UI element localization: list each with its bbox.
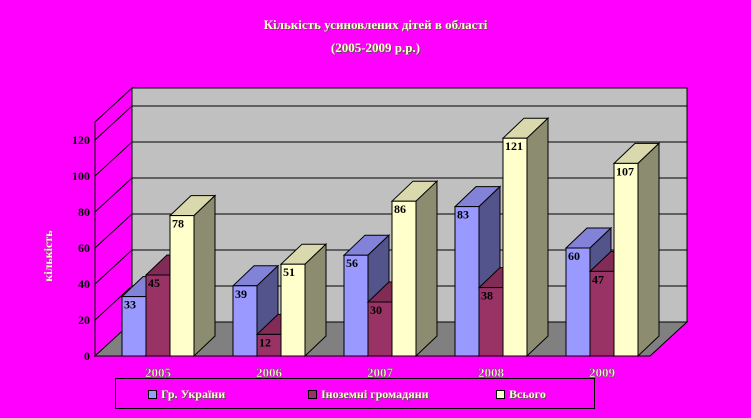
- bar: [613, 162, 639, 357]
- legend-item-foreign: Іноземні громадяни: [308, 387, 429, 402]
- bar: [565, 247, 591, 357]
- bar-side: [637, 142, 660, 358]
- y-tick-label: 80: [78, 205, 90, 219]
- x-tick-label: 2009: [589, 365, 616, 380]
- data-label: 38: [481, 289, 493, 303]
- gridline: [94, 249, 687, 285]
- gridline: [94, 177, 687, 213]
- bar: [145, 274, 171, 357]
- bar: [280, 263, 306, 357]
- legend-swatch-ukraine: [148, 390, 157, 399]
- data-label: 12: [259, 335, 271, 349]
- data-label: 60: [568, 249, 580, 263]
- legend-swatch-foreign: [308, 390, 317, 399]
- bar: [454, 206, 480, 357]
- y-axis-label: кількість: [41, 230, 55, 282]
- data-label: 33: [124, 298, 136, 312]
- legend-label-foreign: Іноземні громадяни: [321, 387, 429, 401]
- data-label: 39: [235, 287, 247, 301]
- data-label: 51: [283, 265, 295, 279]
- gridline: [94, 105, 687, 141]
- legend-label-ukraine: Гр. України: [161, 387, 226, 401]
- chart-subtitle: (2005-2009 р.р.): [330, 40, 421, 55]
- bar: [391, 200, 417, 357]
- bar-side: [526, 117, 549, 358]
- gridline: [94, 141, 687, 177]
- y-tick-label: 120: [72, 133, 90, 147]
- bar: [169, 215, 195, 357]
- bar: [232, 285, 258, 357]
- data-label: 121: [505, 139, 523, 153]
- x-tick-label: 2006: [256, 365, 283, 380]
- chart-title: Кількість усиновлених дітей в області: [263, 17, 488, 32]
- legend-label-total: Всього: [509, 387, 546, 401]
- data-label: 107: [616, 164, 634, 178]
- data-label: 78: [172, 217, 184, 231]
- bar: [343, 254, 369, 357]
- x-tick-label: 2005: [145, 365, 172, 380]
- bar: [478, 287, 504, 357]
- chart-legend: Гр. України Іноземні громадяни Всього: [115, 378, 595, 409]
- gridline: [94, 213, 687, 249]
- data-label: 45: [148, 276, 160, 290]
- y-tick-label: 20: [78, 313, 90, 327]
- legend-item-ukraine: Гр. України: [148, 387, 225, 402]
- data-label: 47: [592, 272, 604, 286]
- data-label: 56: [346, 256, 358, 270]
- data-label: 83: [457, 208, 469, 222]
- bar-side: [193, 194, 216, 358]
- legend-item-total: Всього: [496, 387, 546, 402]
- bar: [589, 270, 615, 357]
- data-label: 86: [394, 202, 406, 216]
- y-tick-label: 0: [84, 349, 90, 363]
- y-tick-label: 100: [72, 169, 90, 183]
- legend-swatch-total: [496, 390, 505, 399]
- data-label: 30: [370, 303, 382, 317]
- y-tick-label: 40: [78, 277, 90, 291]
- y-tick-label: 60: [78, 241, 90, 255]
- bar-side: [415, 180, 438, 358]
- x-tick-label: 2008: [478, 365, 505, 380]
- bar: [502, 137, 528, 357]
- bar-side: [304, 243, 327, 358]
- x-tick-label: 2007: [367, 365, 394, 380]
